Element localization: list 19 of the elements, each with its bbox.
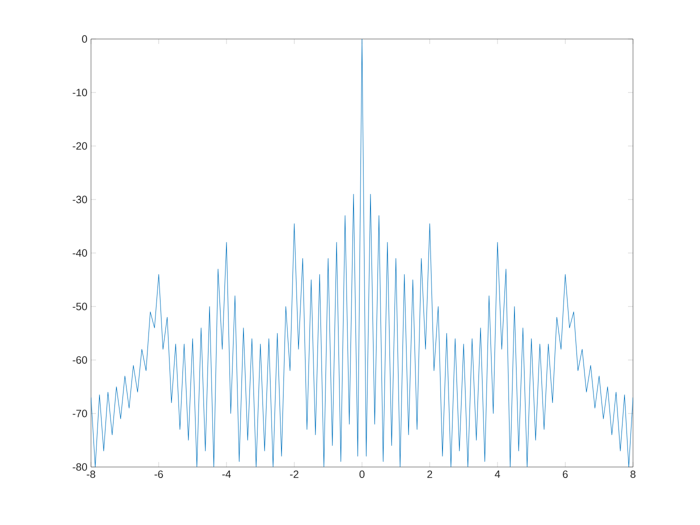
x-tick-label: 6 [562,470,568,478]
y-tick-label: -40 [72,249,88,257]
y-tick-label: -20 [72,142,88,150]
y-tick-label: -70 [72,410,88,418]
x-tick-label: 8 [630,470,636,478]
x-tick-label: -4 [222,470,231,478]
x-tick-label: -6 [154,470,163,478]
y-tick-label: -80 [72,463,88,471]
x-tick-label: 0 [359,470,365,478]
y-tick-label: -30 [72,196,88,204]
y-tick-label: -60 [72,356,88,364]
x-tick-label: 4 [494,470,500,478]
y-tick-label: -50 [72,302,88,310]
y-tick-label: -10 [72,88,88,96]
x-tick-label: -2 [290,470,298,478]
x-tick-label: -8 [86,470,96,478]
y-tick-label: 0 [82,35,88,43]
x-tick-label: 2 [427,470,432,478]
line-series [91,39,634,467]
